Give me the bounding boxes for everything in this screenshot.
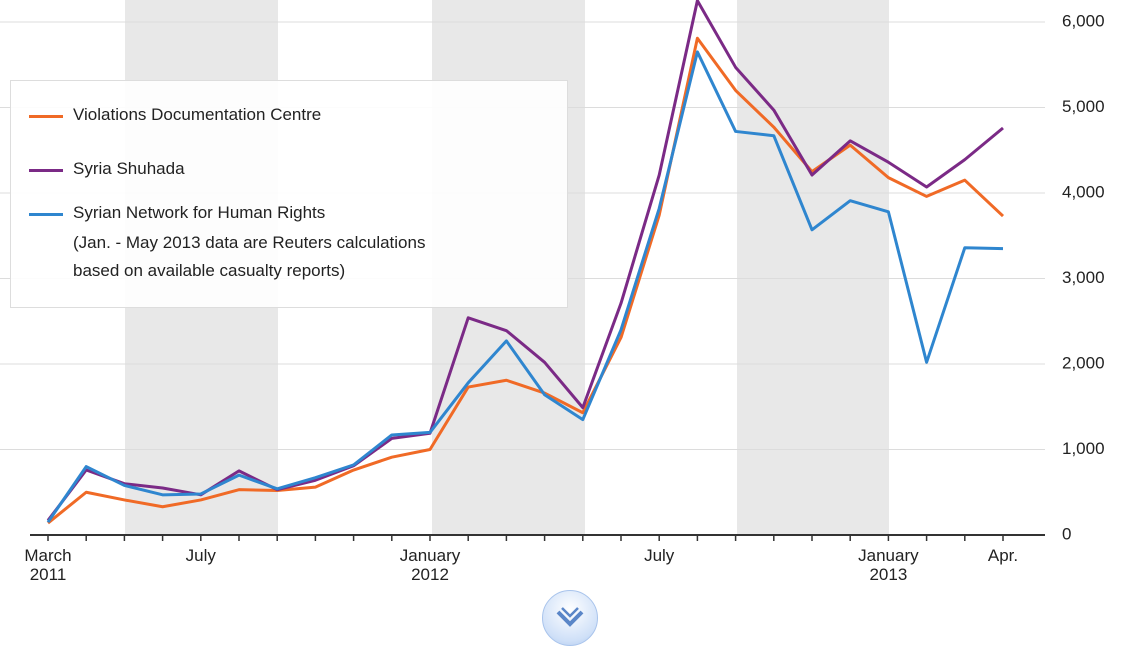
x-tick-label: July — [644, 546, 675, 565]
x-tick-label: Apr. — [987, 546, 1019, 565]
legend-label: Violations Documentation Centre — [73, 105, 322, 124]
legend-swatch — [29, 115, 63, 118]
chevron — [556, 607, 584, 627]
x-tick-label: July — [185, 546, 216, 565]
x-tick-label: January 2013 — [858, 546, 919, 584]
series-line — [47, 36, 1005, 525]
legend-note: (Jan. - May 2013 data are Reuters calcul… — [73, 233, 426, 252]
legend-swatch — [29, 169, 63, 172]
x-tick-label: January 2012 — [399, 546, 461, 584]
y-tick-label: 1,000 — [1062, 439, 1105, 458]
y-tick-label: 5,000 — [1062, 97, 1105, 116]
legend-label: Syria Shuhada — [73, 159, 185, 178]
y-tick-label: 6,000 — [1062, 11, 1105, 30]
y-tick-label: 3,000 — [1062, 268, 1105, 287]
legend: Violations Documentation Centre Syria Shu… — [10, 80, 568, 308]
legend-swatch — [29, 213, 63, 216]
legend-label: Syrian Network for Human Rights — [73, 203, 326, 222]
y-tick-label: 0 — [1062, 524, 1071, 543]
scroll-button[interactable] — [542, 590, 598, 646]
x-tick-label: March 2011 — [24, 546, 72, 584]
y-tick-label: 4,000 — [1062, 182, 1105, 201]
legend-note: based on available casualty reports) — [73, 261, 346, 280]
y-tick-label: 2,000 — [1062, 353, 1105, 372]
series-line — [46, 50, 1004, 524]
band — [737, 0, 889, 535]
